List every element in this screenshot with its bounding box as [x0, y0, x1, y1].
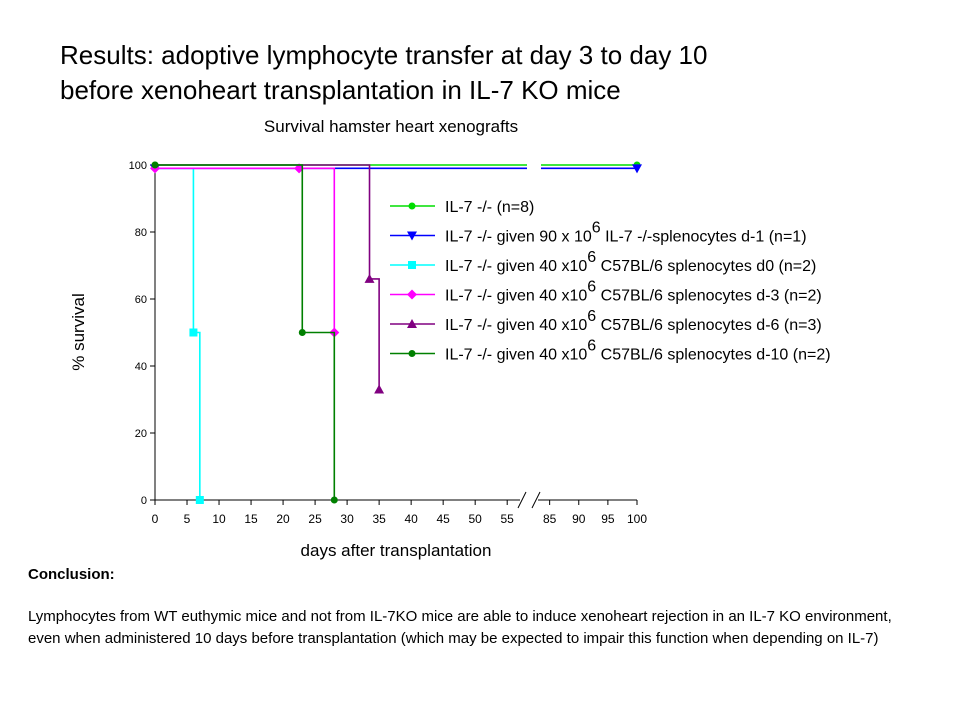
y-axis-label: % survival	[69, 293, 88, 370]
data-point	[151, 161, 159, 169]
legend-label-part: IL-7 -/- (n=8)	[445, 199, 534, 216]
legend-label: IL-7 -/- given 40 x106 C57BL/6 splenocyt…	[445, 249, 816, 275]
chart-series	[150, 157, 642, 504]
legend-label-part: C57BL/6 splenocytes d-6 (n=3)	[596, 317, 821, 334]
legend-label: IL-7 -/- given 40 x106 C57BL/6 splenocyt…	[445, 308, 822, 334]
legend-label-part: IL-7 -/- given 40 x10	[445, 347, 587, 364]
series-line	[155, 164, 380, 390]
series-3	[155, 167, 204, 504]
legend-entry-6: IL-7 -/- given 40 x106 C57BL/6 splenocyt…	[390, 338, 831, 364]
x-tick-label: 10	[212, 512, 226, 526]
legend-label-part: C57BL/6 splenocytes d-3 (n=2)	[596, 288, 821, 305]
y-tick-label: 100	[129, 160, 147, 172]
y-tick-label: 60	[135, 294, 147, 306]
conclusion-text: Lymphocytes from WT euthymic mice and no…	[28, 608, 892, 647]
legend-label: IL-7 -/- given 90 x 106 IL-7 -/-splenocy…	[445, 220, 807, 246]
legend-label: IL-7 -/- given 40 x106 C57BL/6 splenocyt…	[445, 279, 822, 305]
slide-title-line-1: Results: adoptive lymphocyte transfer at…	[60, 40, 708, 70]
legend-label-part: IL-7 -/- given 40 x10	[445, 258, 587, 275]
legend-entry-3: IL-7 -/- given 40 x106 C57BL/6 splenocyt…	[390, 249, 816, 275]
x-tick-label: 95	[601, 512, 615, 526]
y-tick-label: 20	[135, 428, 147, 440]
x-axis-label: days after transplantation	[301, 541, 492, 560]
legend-marker	[407, 289, 417, 300]
chart-axes: 0 20 40 60 80 100 0 5 10 15 20 25 30 35 40 45 50 55 85 90 95…	[129, 160, 648, 526]
legend-entry-1: IL-7 -/- (n=8)	[390, 199, 534, 216]
legend-entry-5: IL-7 -/- given 40 x106 C57BL/6 splenocyt…	[390, 308, 822, 334]
legend-marker	[407, 231, 417, 241]
series-6	[151, 161, 338, 504]
legend-entry-4: IL-7 -/- given 40 x106 C57BL/6 splenocyt…	[390, 279, 822, 305]
legend-marker	[408, 261, 416, 269]
x-tick-label: 100	[627, 512, 647, 526]
legend-marker	[408, 350, 416, 357]
legend-marker	[408, 202, 416, 210]
legend-label-part: IL-7 -/- given 40 x10	[445, 288, 587, 305]
legend-marker	[407, 319, 417, 328]
chart-legend: IL-7 -/- (n=8)IL-7 -/- given 90 x 106 IL…	[390, 199, 831, 364]
series-5	[155, 164, 385, 394]
legend-label-part: IL-7 -/- given 40 x10	[445, 317, 587, 334]
legend-superscript: 6	[587, 249, 596, 266]
series-4	[150, 163, 340, 338]
x-tick-label: 45	[436, 512, 450, 526]
data-point	[195, 496, 204, 504]
conclusion-heading: Conclusion:	[28, 566, 115, 583]
x-tick-label: 55	[501, 512, 515, 526]
x-tick-label: 85	[543, 512, 557, 526]
legend-entry-2: IL-7 -/- given 90 x 106 IL-7 -/-splenocy…	[390, 220, 807, 246]
x-tick-label: 5	[184, 512, 191, 526]
legend-superscript: 6	[592, 220, 601, 237]
series-line	[155, 164, 336, 500]
legend-label: IL-7 -/- (n=8)	[445, 199, 534, 216]
x-tick-label: 30	[340, 512, 354, 526]
data-point	[189, 328, 198, 337]
x-tick-label: 20	[276, 512, 290, 526]
data-point	[632, 164, 642, 174]
legend-label-part: IL-7 -/- given 90 x 10	[445, 229, 592, 246]
y-tick-label: 0	[141, 495, 147, 507]
legend-superscript: 6	[587, 308, 596, 325]
chart-title: Survival hamster heart xenografts	[264, 117, 518, 136]
data-point	[330, 496, 338, 504]
data-point	[364, 273, 375, 283]
data-point	[374, 384, 385, 394]
x-tick-label: 0	[152, 512, 159, 526]
legend-label-part: IL-7 -/-splenocytes d-1 (n=1)	[601, 229, 807, 246]
legend-label: IL-7 -/- given 40 x106 C57BL/6 splenocyt…	[445, 338, 831, 364]
axis-break-mark	[517, 491, 527, 509]
series-line	[155, 167, 336, 333]
x-tick-label: 50	[468, 512, 482, 526]
x-tick-label: 15	[244, 512, 258, 526]
slide-title: Results: adoptive lymphocyte transfer at…	[60, 38, 920, 108]
legend-superscript: 6	[587, 279, 596, 296]
legend-label-part: C57BL/6 splenocytes d0 (n=2)	[596, 258, 816, 275]
axis-break-gap	[527, 157, 541, 171]
y-tick-label: 40	[135, 361, 147, 373]
y-tick-label: 80	[135, 227, 147, 239]
legend-label-part: C57BL/6 splenocytes d-10 (n=2)	[596, 347, 830, 364]
x-tick-label: 25	[308, 512, 322, 526]
legend-superscript: 6	[587, 338, 596, 355]
x-tick-label: 35	[372, 512, 386, 526]
slide-title-line-2: before xenoheart transplantation in IL-7…	[60, 75, 621, 105]
data-point	[298, 329, 306, 336]
axis-break-mark	[531, 491, 541, 509]
x-tick-label: 90	[572, 512, 586, 526]
x-tick-label: 40	[404, 512, 418, 526]
